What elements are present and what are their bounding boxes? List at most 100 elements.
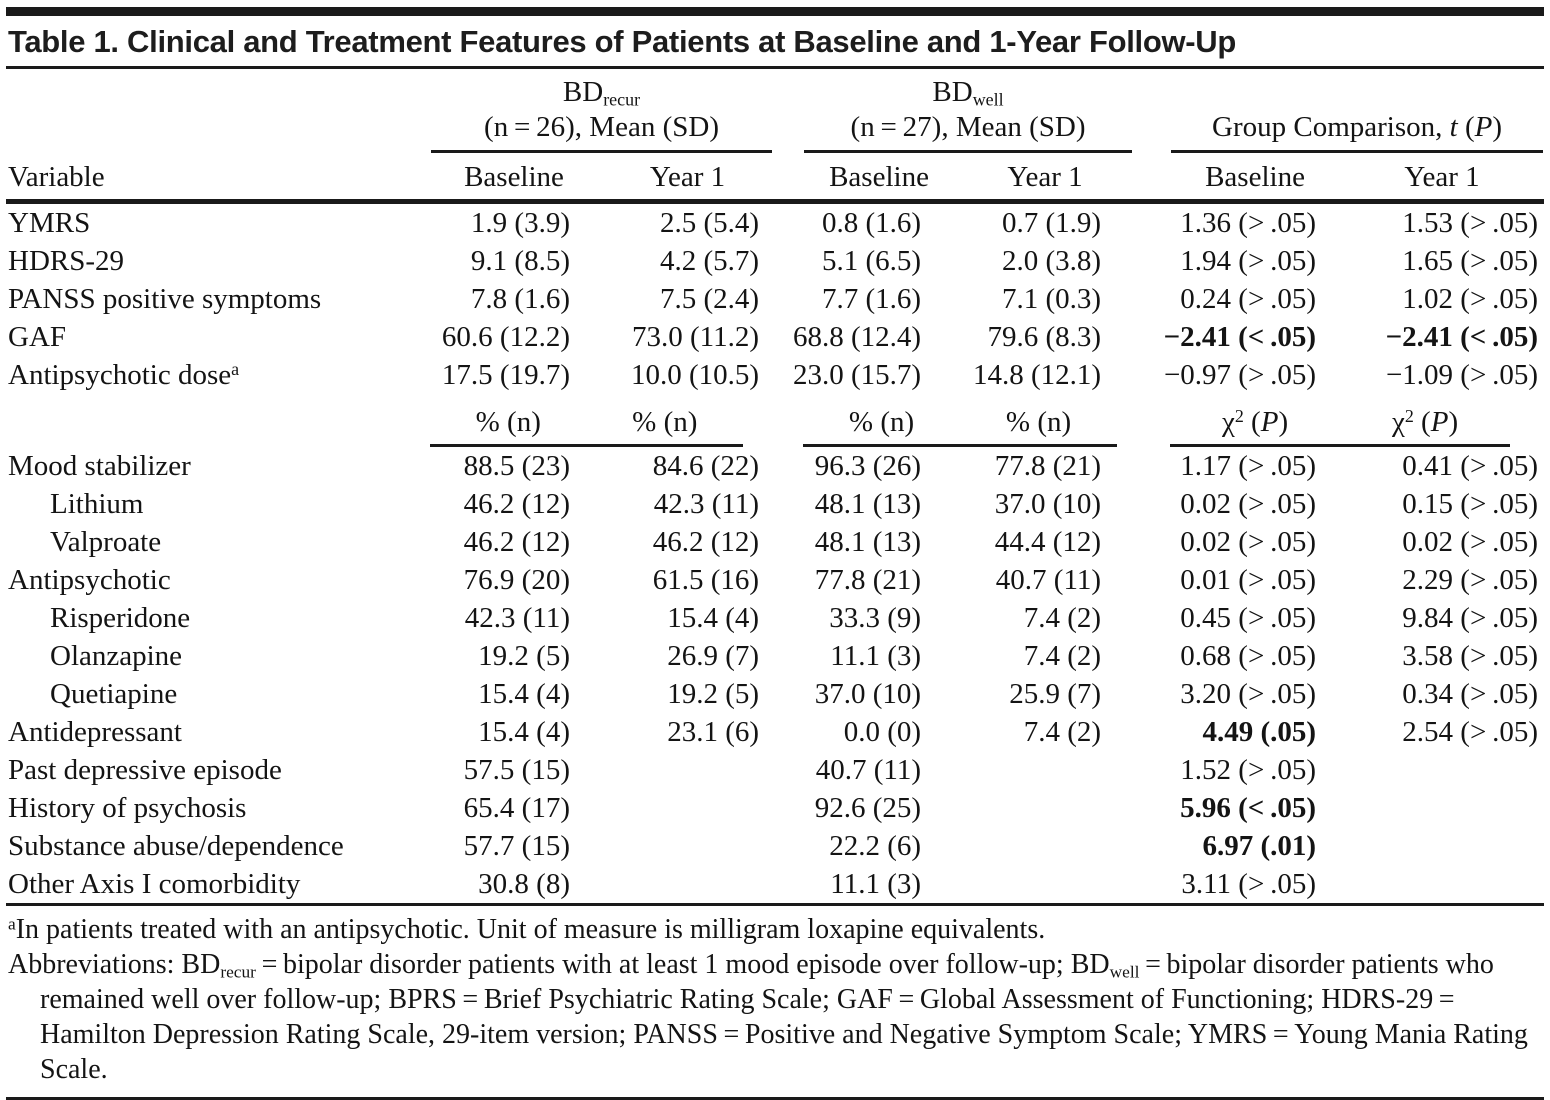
row-label: Valproate xyxy=(50,526,162,558)
data-cell: 2.54 (> .05) xyxy=(1402,716,1539,748)
data-cell: 11.1 (3) xyxy=(830,868,922,900)
bd-well-subscript: well xyxy=(972,89,1004,110)
data-cell: 4.49 (.05) xyxy=(1202,716,1317,748)
chi-square-header: χ2 (P) xyxy=(1221,406,1289,438)
data-cell: 0.68 (> .05) xyxy=(1180,640,1317,672)
footnotes: aIn patients treated with an antipsychot… xyxy=(6,903,1544,1095)
data-cell: 48.1 (13) xyxy=(814,488,922,520)
pct-subheader-recur: % (n) % (n) xyxy=(428,394,775,447)
row-label: Other Axis I comorbidity xyxy=(8,868,301,900)
data-cell: 0.45 (> .05) xyxy=(1180,602,1317,634)
data-cell: 23.0 (15.7) xyxy=(792,359,922,391)
pct-subheader-spacer xyxy=(6,394,428,447)
bd-well-subscript: well xyxy=(1109,962,1140,982)
table-row: Mood stabilizer 88.5 (23) 84.6 (22) 96.3 (2… xyxy=(6,447,1544,485)
data-cell: 4.2 (5.7) xyxy=(659,245,760,277)
data-cell: 7.1 (0.3) xyxy=(1001,283,1102,315)
data-cell xyxy=(600,827,775,865)
data-cell: 1.94 (> .05) xyxy=(1180,245,1317,277)
data-cell: 92.6 (25) xyxy=(814,792,922,824)
data-cell: 65.4 (17) xyxy=(463,792,570,824)
data-cell: 7.4 (2) xyxy=(1023,640,1102,672)
table-row: History of psychosis 65.4 (17) 92.6 (25) 5.… xyxy=(6,789,1544,827)
data-cell xyxy=(1340,827,1544,865)
bd-recur-subscript: recur xyxy=(603,89,641,110)
row-label: Substance abuse/dependence xyxy=(8,830,344,862)
table-row: Other Axis I comorbidity 30.8 (8) 11.1 (3)… xyxy=(6,865,1544,903)
data-cell: 37.0 (10) xyxy=(994,488,1102,520)
pct-subheader-well: % (n) % (n) xyxy=(775,394,1135,447)
table-row: HDRS-29 9.1 (8.5) 4.2 (5.7) 5.1 (6.5) 2.0 (3… xyxy=(6,242,1544,280)
data-cell: −2.41 (< .05) xyxy=(1385,321,1539,353)
row-label: Antipsychotic xyxy=(8,564,171,596)
col-header-comparison-baseline: Baseline xyxy=(1135,154,1341,204)
row-label: History of psychosis xyxy=(8,792,247,824)
data-cell: 84.6 (22) xyxy=(652,450,760,482)
row-label: Past depressive episode xyxy=(8,754,282,786)
data-cell: 15.4 (4) xyxy=(478,678,570,710)
data-cell: 7.5 (2.4) xyxy=(659,283,760,315)
footnote-abbreviations: Abbreviations: BDrecur = bipolar disorde… xyxy=(8,949,1528,1085)
table-row: PANSS positive symptoms 7.8 (1.6) 7.5 (2.4… xyxy=(6,280,1544,318)
data-cell: 57.5 (15) xyxy=(463,754,570,786)
row-label: Quetiapine xyxy=(50,678,178,710)
table-row: GAF 60.6 (12.2) 73.0 (11.2) 68.8 (12.4) 79.6… xyxy=(6,318,1544,356)
data-cell: 0.0 (0) xyxy=(843,716,922,748)
group-name-bd-recur: BDrecur xyxy=(562,76,641,110)
table-row: YMRS 1.9 (3.9) 2.5 (5.4) 0.8 (1.6) 0.7 (1.9)… xyxy=(6,202,1544,243)
data-cell: 0.7 (1.9) xyxy=(1001,207,1102,239)
group-n-bd-recur: (n = 26), Mean (SD) xyxy=(484,111,719,143)
data-cell: 33.3 (9) xyxy=(829,602,922,634)
data-cell: 1.17 (> .05) xyxy=(1180,450,1317,482)
data-cell xyxy=(1340,789,1544,827)
data-cell xyxy=(955,827,1135,865)
data-cell xyxy=(600,865,775,903)
col-header-well-baseline: Baseline xyxy=(775,154,956,204)
table-row: Lithium 46.2 (12) 42.3 (11) 48.1 (13) 37.0 (… xyxy=(6,485,1544,523)
data-cell: 40.7 (11) xyxy=(815,754,922,786)
table-row: Substance abuse/dependence 57.7 (15) 22.2 … xyxy=(6,827,1544,865)
data-cell: 73.0 (11.2) xyxy=(632,321,760,353)
data-cell: 0.8 (1.6) xyxy=(821,207,922,239)
data-cell: 44.4 (12) xyxy=(994,526,1102,558)
group-header-bd-recur: BDrecur (n = 26), Mean (SD) xyxy=(428,69,775,154)
group-header-comparison: Group Comparison, t (P) xyxy=(1135,69,1544,154)
bd-recur-subscript: recur xyxy=(220,962,256,982)
data-cell: 1.36 (> .05) xyxy=(1180,207,1317,239)
data-cell: 40.7 (11) xyxy=(995,564,1102,596)
data-cell: 0.02 (> .05) xyxy=(1180,488,1317,520)
row-label: YMRS xyxy=(8,207,91,239)
data-cell: 42.3 (11) xyxy=(464,602,570,634)
data-cell: 0.01 (> .05) xyxy=(1180,564,1317,596)
data-cell: 1.02 (> .05) xyxy=(1402,283,1539,315)
clinical-features-table: BDrecur (n = 26), Mean (SD) BDwell (n = … xyxy=(6,69,1545,903)
footnote-a-marker: a xyxy=(8,914,16,934)
data-cell: 77.8 (21) xyxy=(814,564,922,596)
group-header-bd-well: BDwell (n = 27), Mean (SD) xyxy=(775,69,1135,154)
data-cell: 6.97 (.01) xyxy=(1202,830,1317,862)
data-cell: 5.96 (< .05) xyxy=(1180,792,1317,824)
col-header-recur-baseline: Baseline xyxy=(428,154,600,204)
bottom-rule xyxy=(6,1097,1544,1100)
data-cell: 15.4 (4) xyxy=(667,602,760,634)
data-cell: 30.8 (8) xyxy=(478,868,570,900)
table-row: Antipsychotic dosea 17.5 (19.7) 10.0 (10.5… xyxy=(6,356,1544,394)
row-label: Risperidone xyxy=(50,602,191,634)
data-cell: −0.97 (> .05) xyxy=(1163,359,1317,391)
col-header-comparison-year1: Year 1 xyxy=(1340,154,1545,204)
data-cell: 7.4 (2) xyxy=(1023,602,1102,634)
table-row: Olanzapine 19.2 (5) 26.9 (7) 11.1 (3) 7.4 (2… xyxy=(6,637,1544,675)
data-cell: 2.5 (5.4) xyxy=(659,207,760,239)
data-cell: 46.2 (12) xyxy=(463,488,570,520)
data-cell: 17.5 (19.7) xyxy=(441,359,570,391)
data-cell: 0.41 (> .05) xyxy=(1402,450,1539,482)
data-cell: 10.0 (10.5) xyxy=(630,359,760,391)
data-cell: 57.7 (15) xyxy=(463,830,570,862)
pct-n-header: % (n) xyxy=(475,406,541,438)
col-header-recur-year1: Year 1 xyxy=(600,154,776,204)
row-label: GAF xyxy=(8,321,67,353)
table-body-mean-sd: YMRS 1.9 (3.9) 2.5 (5.4) 0.8 (1.6) 0.7 (1.9)… xyxy=(6,202,1544,395)
data-cell: 3.11 (> .05) xyxy=(1181,868,1317,900)
table-row: Quetiapine 15.4 (4) 19.2 (5) 37.0 (10) 25.9 … xyxy=(6,675,1544,713)
